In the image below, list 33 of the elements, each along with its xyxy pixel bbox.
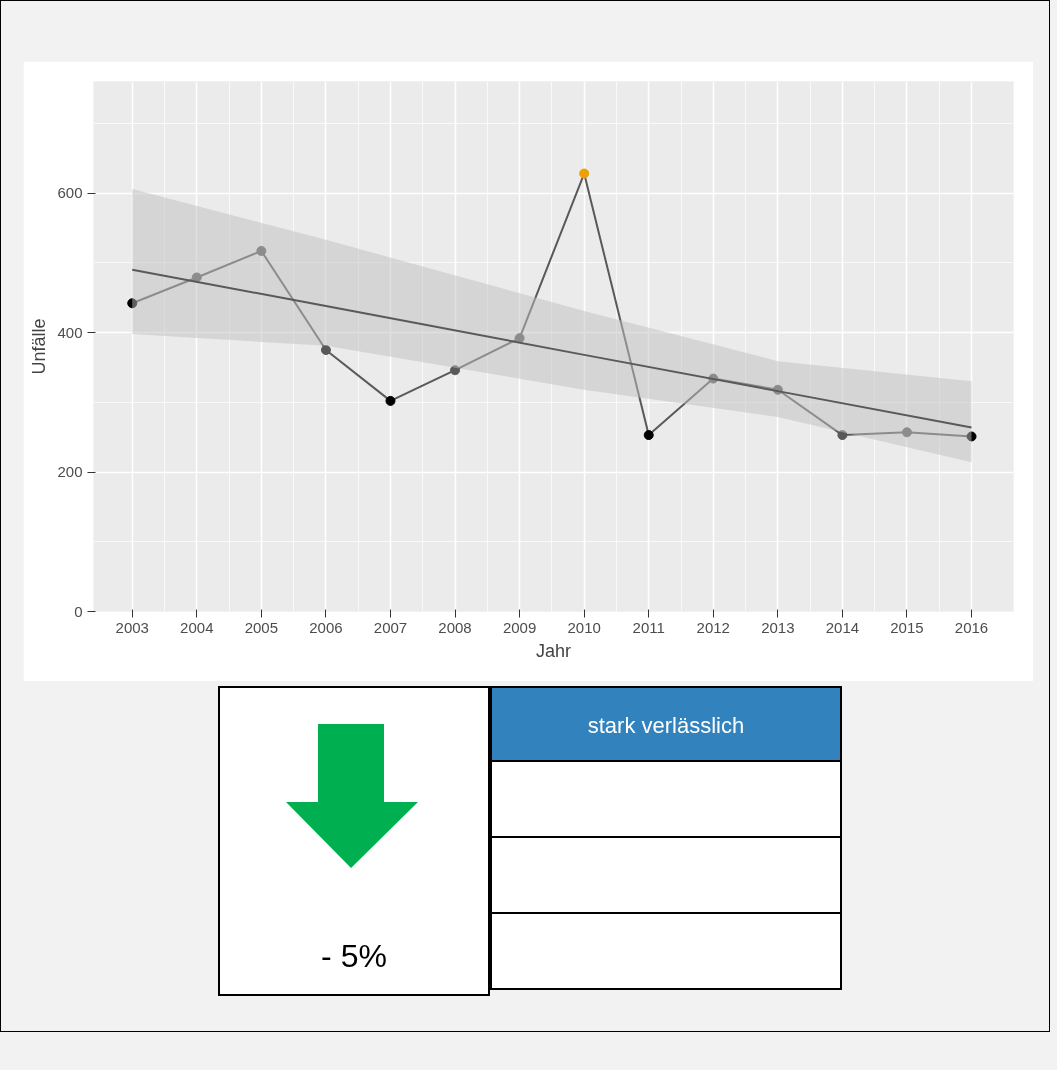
point [127,298,138,309]
y-tick-label: 200 [57,463,83,481]
point [256,245,267,256]
point [966,431,977,442]
point [385,395,396,406]
x-tick-label: 2016 [954,618,989,636]
point [320,345,331,355]
point [901,427,912,438]
x-tick-label: 2005 [244,618,279,636]
y-tick-label: 600 [57,184,83,202]
x-tick-label: 2003 [115,618,149,636]
x-tick-label: 2004 [180,618,214,636]
y-axis-title: Unfälle [29,318,50,375]
point [579,168,590,179]
x-tick-label: 2013 [761,618,795,636]
x-tick-label: 2015 [890,618,924,636]
point [191,272,202,283]
x-tick-label: 2011 [632,618,665,636]
point [450,365,461,376]
point [643,430,654,441]
x-tick-label: 2012 [696,618,730,636]
x-axis-title: Jahr [535,640,572,661]
x-tick-label: 2007 [373,618,408,636]
x-tick-label: 2008 [438,618,472,636]
x-tick-label: 2009 [502,618,537,636]
text: stark verlässlich [490,686,842,762]
x-tick-label: 2014 [825,618,860,636]
text: - 5% [320,937,388,977]
y-tick-label: 0 [74,602,83,620]
y-tick-label: 400 [57,323,83,341]
x-tick-label: 2006 [309,618,343,636]
x-tick-label: 2010 [567,618,601,636]
point [837,430,848,441]
